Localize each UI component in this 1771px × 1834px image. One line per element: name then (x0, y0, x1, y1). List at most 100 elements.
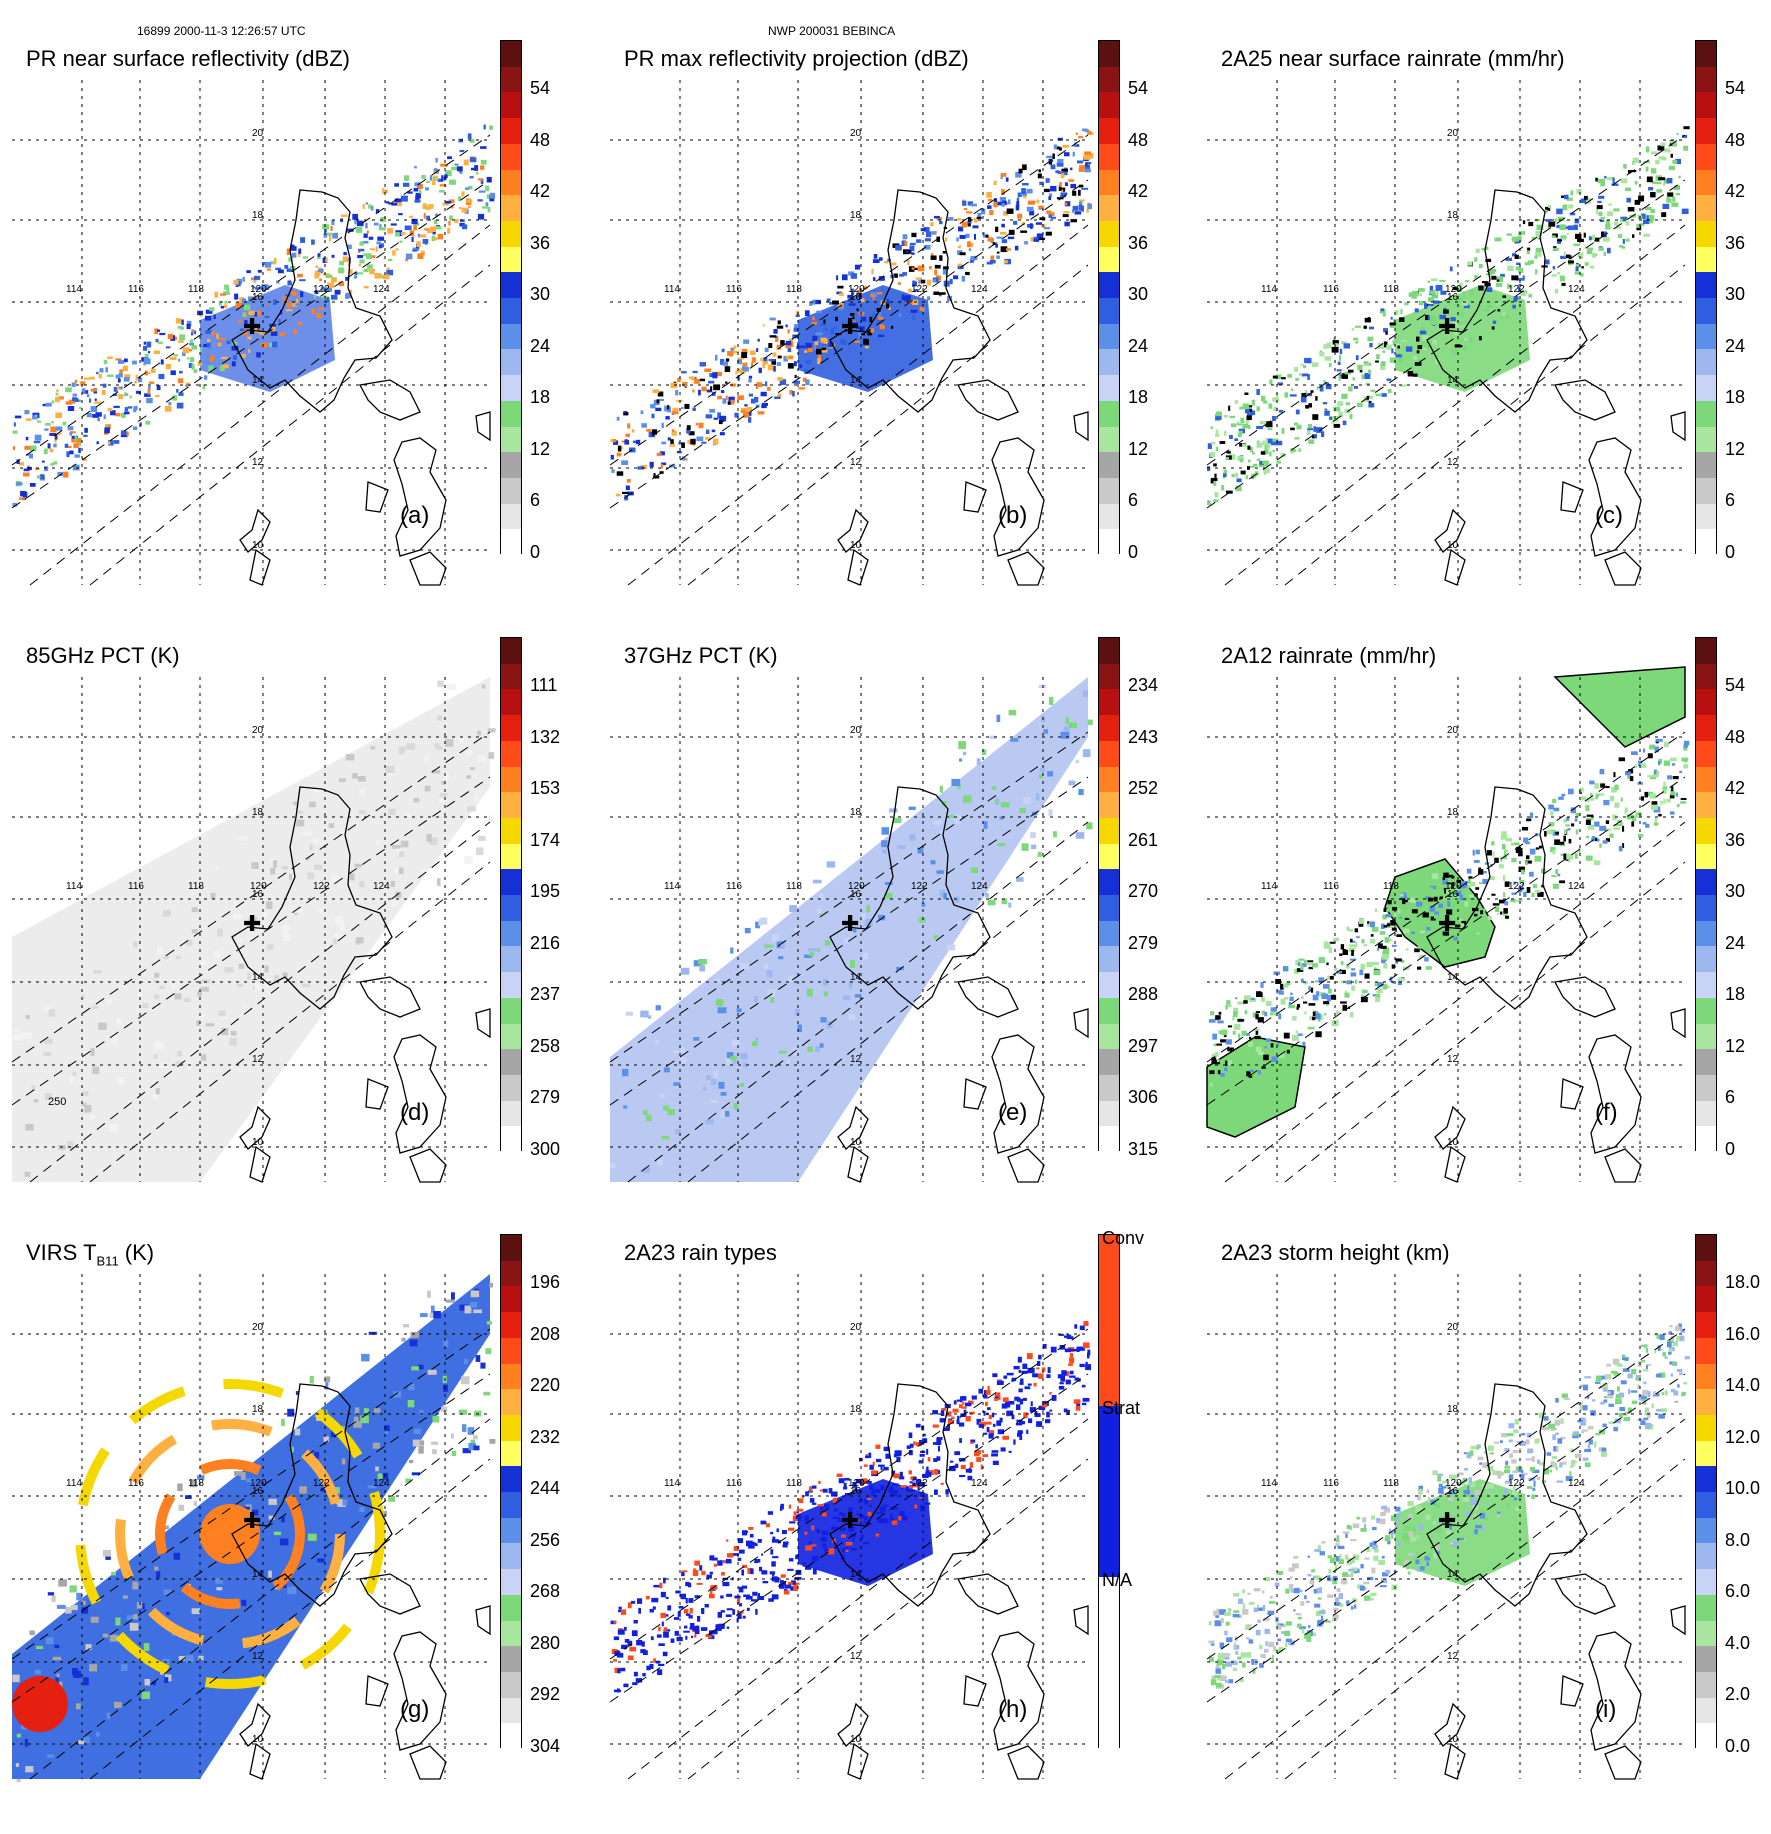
precip-pixel (675, 1590, 681, 1594)
precip-pixel (1503, 892, 1506, 898)
precip-pixel (660, 462, 667, 466)
precip-pixel (1399, 317, 1405, 322)
precip-pixel (694, 1595, 700, 1599)
precip-pixel (1051, 212, 1055, 216)
precip-pixel (1213, 499, 1219, 503)
precip-pixel (1361, 939, 1365, 944)
precip-pixel (199, 347, 202, 353)
precip-pixel (876, 292, 883, 295)
precip-pixel (773, 365, 776, 372)
precip-pixel (664, 405, 670, 412)
precip-pixel (1598, 195, 1605, 199)
swath-pixel (251, 1509, 259, 1516)
precip-pixel (1321, 1541, 1326, 1544)
precip-pixel (226, 288, 229, 293)
precip-pixel (1575, 812, 1580, 817)
longitude-label: 120 (1445, 881, 1462, 892)
precip-pixel (414, 182, 421, 187)
swath-pixel (713, 1071, 719, 1078)
precip-pixel (959, 1475, 966, 1478)
precip-pixel (923, 227, 930, 232)
precip-pixel (354, 275, 357, 279)
precip-pixel (44, 428, 49, 431)
precip-pixel (416, 241, 421, 247)
precip-pixel (39, 474, 45, 479)
precip-pixel (366, 253, 372, 260)
precip-pixel (1483, 908, 1486, 913)
precip-pixel (1272, 1011, 1278, 1016)
swath-pixel (297, 810, 304, 814)
panel-letter: (g) (400, 1696, 430, 1723)
precip-pixel (1535, 230, 1542, 237)
precip-pixel (1335, 1010, 1340, 1015)
swath-pixel (153, 1054, 158, 1059)
precip-pixel (1343, 343, 1350, 349)
precip-pixel (1426, 927, 1431, 931)
colorbar-segment (501, 1389, 521, 1416)
precip-pixel (789, 389, 793, 395)
precip-pixel (1584, 262, 1589, 266)
precip-pixel (1308, 966, 1313, 970)
precip-pixel (1264, 1650, 1267, 1653)
swath-pixel (186, 939, 193, 946)
longitude-label: 114 (664, 284, 680, 295)
precip-pixel (866, 1480, 872, 1485)
precip-pixel (1503, 908, 1508, 914)
colorbar-tick-label: 24 (1725, 932, 1746, 953)
precip-pixel (1244, 392, 1249, 395)
precip-pixel (1594, 237, 1600, 242)
precip-pixel (616, 1652, 624, 1658)
swath-pixel (254, 983, 262, 991)
swath-pixel (413, 797, 420, 803)
swath-edge-line (1224, 224, 1686, 586)
precip-pixel (869, 316, 873, 323)
precip-pixel (1281, 428, 1285, 434)
precip-pixel (65, 387, 72, 393)
precip-pixel (635, 439, 641, 445)
precip-pixel (1381, 958, 1386, 964)
precip-pixel (1213, 1043, 1217, 1047)
precip-pixel (610, 438, 616, 443)
colorbar-tick-label: 6.0 (1725, 1581, 1751, 1601)
precip-pixel (787, 363, 794, 369)
precip-pixel (1226, 1637, 1233, 1643)
precip-pixel (819, 323, 826, 327)
precip-pixel (743, 412, 750, 418)
precip-pixel (815, 332, 823, 336)
precip-pixel (1504, 901, 1509, 906)
precip-pixel (992, 242, 996, 246)
precip-pixel (241, 298, 246, 305)
precip-pixel (1505, 257, 1512, 261)
precip-pixel (1496, 277, 1500, 282)
precip-pixel (1304, 357, 1312, 364)
precip-pixel (1348, 947, 1356, 952)
colorbar-segment (501, 1723, 521, 1750)
coastline (1588, 1631, 1642, 1751)
precip-pixel (1501, 831, 1507, 836)
swath-pixel (154, 1566, 159, 1571)
precip-pixel (1398, 357, 1402, 363)
coastline (829, 786, 991, 1010)
precip-pixel (1669, 1324, 1673, 1328)
colorbar-segment (1099, 663, 1119, 690)
coastline (1604, 551, 1642, 586)
precip-pixel (1326, 345, 1332, 349)
precip-pixel (1300, 396, 1307, 403)
precip-pixel (1644, 207, 1652, 211)
precip-pixel (833, 1508, 838, 1512)
precip-pixel (1282, 966, 1289, 972)
coastline (239, 508, 271, 553)
precip-pixel (1658, 177, 1666, 181)
precip-pixel (1005, 177, 1009, 182)
precip-pixel (25, 436, 29, 441)
swath-edge-line (1284, 264, 1686, 586)
swath-pixel (89, 1664, 97, 1672)
swath-pixel (65, 1606, 72, 1614)
precip-pixel (632, 1682, 638, 1686)
precip-pixel (640, 464, 647, 470)
swath-pixel (1063, 726, 1070, 732)
precip-pixel (788, 1527, 795, 1531)
colorbar-tick-label: 174 (530, 829, 561, 850)
swath-pixel (754, 996, 758, 1003)
swath-pixel (359, 1506, 365, 1513)
